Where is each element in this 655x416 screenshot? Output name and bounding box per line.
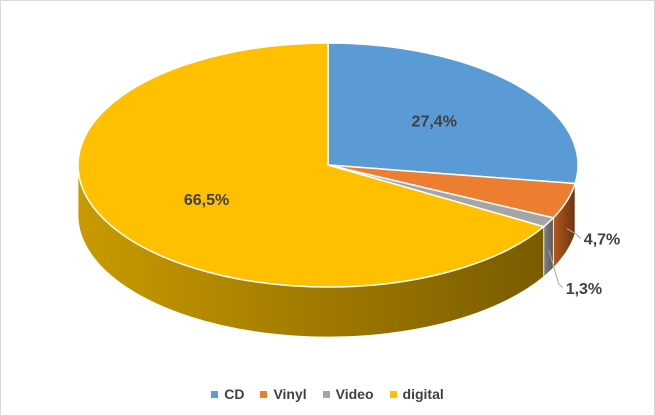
legend-label-digital: digital xyxy=(402,386,444,402)
data-label-video: 1,3% xyxy=(566,281,602,298)
legend-label-video: Video xyxy=(335,386,374,402)
legend-item-vinyl: Vinyl xyxy=(260,386,307,402)
leader-line-vinyl xyxy=(566,228,582,239)
legend-label-cd: CD xyxy=(224,386,245,402)
data-labels: 27,4% 4,7% 1,3% 66,5% xyxy=(184,114,620,298)
legend-swatch-cd xyxy=(211,390,219,398)
leader-lines xyxy=(548,228,582,289)
pie-top-layer xyxy=(77,42,579,288)
pie-slice-cd xyxy=(327,42,579,185)
data-label-vinyl: 4,7% xyxy=(584,232,620,249)
legend-item-video: Video xyxy=(322,386,374,402)
pie-side-layer xyxy=(77,164,579,338)
pie-side-video xyxy=(543,216,554,278)
data-label-digital: 66,5% xyxy=(184,192,229,209)
legend-swatch-digital xyxy=(389,390,397,398)
legend-label-vinyl: Vinyl xyxy=(273,386,307,402)
legend-swatch-video xyxy=(322,390,330,398)
pie-slice-digital xyxy=(77,42,546,288)
leader-line-video xyxy=(548,249,564,289)
data-label-cd: 27,4% xyxy=(412,114,457,131)
legend: CD Vinyl Video digital xyxy=(0,386,655,402)
legend-swatch-vinyl xyxy=(260,390,268,398)
legend-item-digital: digital xyxy=(389,386,444,402)
legend-item-cd: CD xyxy=(211,386,244,402)
